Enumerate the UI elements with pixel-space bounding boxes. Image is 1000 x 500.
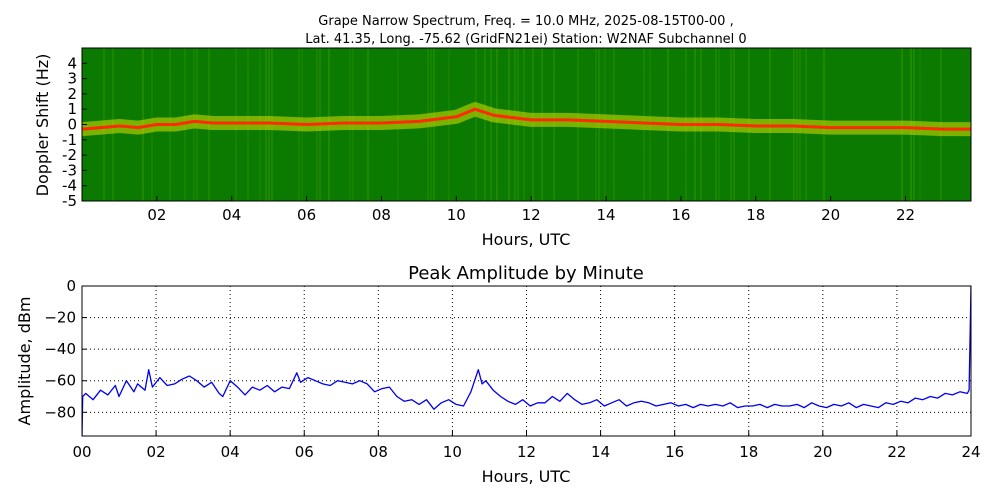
amplitude-y-tick-label: −60 [44, 372, 76, 390]
spectrogram-y-tick-label: 3 [67, 70, 77, 88]
amplitude-series-line [82, 286, 971, 436]
spectrogram-x-tick-label: 18 [746, 206, 765, 224]
spectrogram-title-line2: Lat. 41.35, Long. -75.62 (GridFN21ei) St… [305, 32, 746, 47]
amplitude-x-tick-label: 04 [221, 443, 240, 461]
spectrogram-y-tick-label: -3 [62, 161, 77, 179]
amplitude-y-tick-label: 0 [66, 277, 76, 295]
spectrogram-x-tick-label: 06 [297, 206, 316, 224]
amplitude-x-label: Hours, UTC [482, 467, 571, 486]
amplitude-x-tick-label: 14 [591, 443, 610, 461]
spectrogram-x-tick-label: 20 [821, 206, 840, 224]
spectrogram-y-tick-label: 0 [67, 116, 77, 134]
amplitude-y-tick-label: −20 [44, 309, 76, 327]
spectrogram-y-tick-label: -5 [62, 192, 77, 210]
amplitude-x-tick-label: 20 [813, 443, 832, 461]
amplitude-y-tick-label: −80 [44, 403, 76, 421]
amplitude-x-tick-label: 02 [147, 443, 166, 461]
amplitude-x-tick-label: 24 [961, 443, 980, 461]
spectrogram-y-tick-label: 1 [67, 100, 77, 118]
spectrogram-x-tick-label: 16 [671, 206, 690, 224]
amplitude-x-tick-label: 06 [295, 443, 314, 461]
amplitude-frame [81, 285, 972, 437]
spectrogram-x-tick-label: 14 [596, 206, 615, 224]
spectrogram-x-label: Hours, UTC [482, 230, 571, 249]
amplitude-y-tick-label: −40 [44, 340, 76, 358]
spectrogram-y-tick-label: 4 [67, 54, 77, 72]
amplitude-x-tick-label: 16 [665, 443, 684, 461]
spectrogram-y-tick-label: -2 [62, 146, 77, 164]
amplitude-x-tick-label: 10 [443, 443, 462, 461]
spectrogram-y-tick-label: 2 [67, 85, 77, 103]
spectrogram-noise-column [490, 48, 492, 201]
spectrogram-x-tick-label: 04 [222, 206, 241, 224]
amplitude-x-tick-label: 00 [72, 443, 91, 461]
doppler-trace [82, 107, 971, 131]
spectrogram-x-tick-label: 12 [522, 206, 541, 224]
spectrogram-noise-column [484, 48, 486, 201]
amplitude-x-tick-label: 22 [887, 443, 906, 461]
amplitude-x-tick-label: 12 [517, 443, 536, 461]
spectrogram-noise-column [508, 48, 510, 201]
spectrogram-x-tick-label: 22 [896, 206, 915, 224]
spectrogram-title-line1: Grape Narrow Spectrum, Freq. = 10.0 MHz,… [318, 14, 733, 29]
amplitude-x-tick-label: 08 [369, 443, 388, 461]
spectrogram-plot-area [82, 48, 971, 201]
amplitude-title: Peak Amplitude by Minute [408, 263, 644, 284]
amplitude-y-label: Amplitude, dBm [15, 297, 34, 426]
spectrogram-y-tick-label: -1 [62, 131, 77, 149]
amplitude-x-tick-label: 18 [739, 443, 758, 461]
spectrogram-noise-column [475, 48, 477, 201]
spectrogram-x-tick-label: 08 [372, 206, 391, 224]
spectrogram-y-tick-label: -4 [62, 177, 77, 195]
spectrogram-x-tick-label: 10 [447, 206, 466, 224]
spectrogram-noise-column [496, 48, 498, 201]
spectrogram-x-tick-label: 02 [147, 206, 166, 224]
spectrogram-y-label: Doppler Shift (Hz) [33, 54, 52, 197]
